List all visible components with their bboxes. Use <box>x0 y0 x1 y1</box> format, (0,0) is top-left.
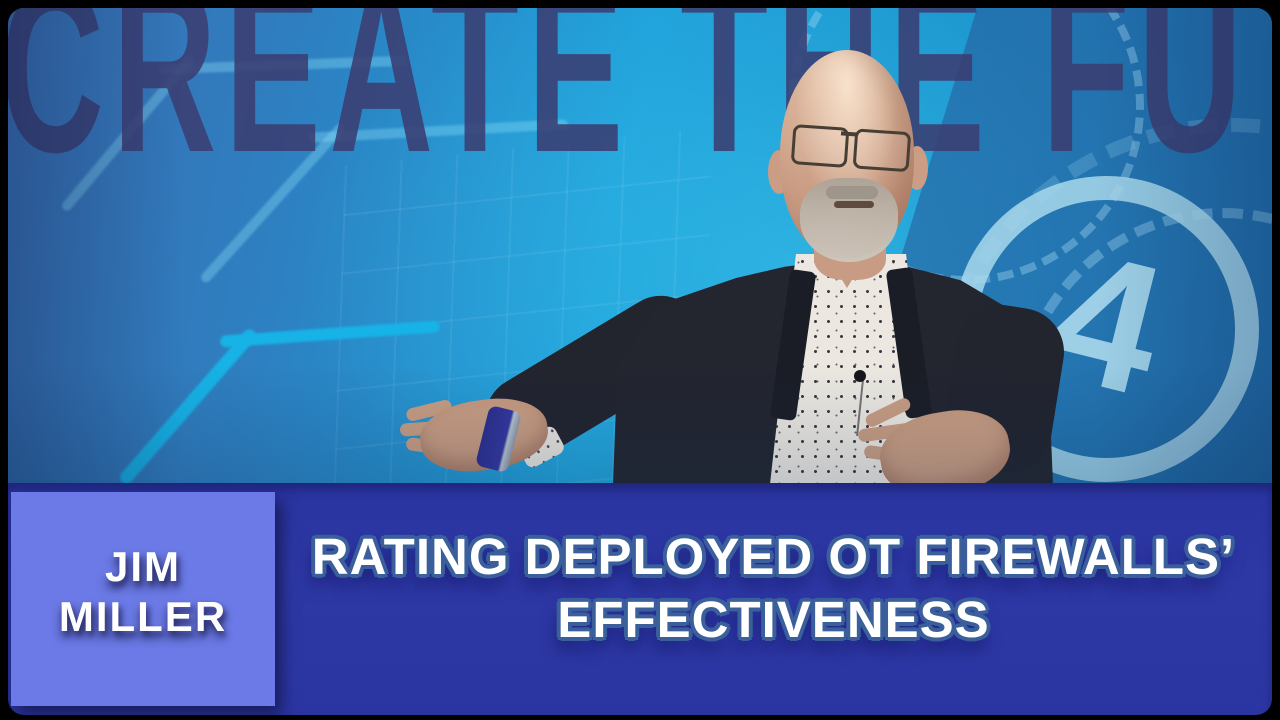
lavalier-mic <box>854 370 866 382</box>
talk-title: RATING DEPLOYED OT FIREWALLS’ EFFECTIVEN… <box>275 483 1272 715</box>
speaker-name-box: JIM MILLER <box>11 492 275 706</box>
talk-title-line1: RATING DEPLOYED OT FIREWALLS’ <box>311 527 1236 585</box>
content-frame: 4 CREATE THE FU <box>8 8 1272 715</box>
talk-title-line2: EFFECTIVENESS <box>557 591 990 648</box>
speaker-photo: 4 CREATE THE FU <box>8 8 1272 483</box>
speaker-name-line1: JIM <box>104 543 181 591</box>
speaker-name-line2: MILLER <box>58 593 228 640</box>
backdrop-banner-text: CREATE THE FU <box>8 8 1251 188</box>
lower-third-banner: JIM MILLER RATING DEPLOYED OT FIREWALLS’… <box>8 483 1272 715</box>
speaker <box>8 8 1272 483</box>
photo-vignette <box>8 8 1272 483</box>
speaker-mouth <box>834 201 874 208</box>
speaker-mustache <box>826 186 878 199</box>
